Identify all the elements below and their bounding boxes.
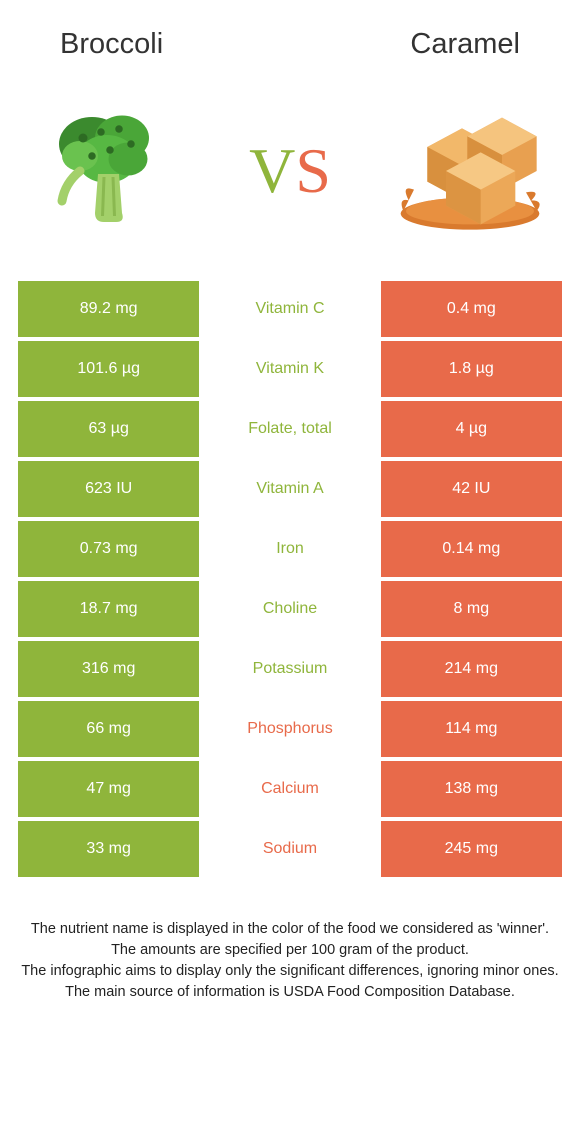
footer-line-1: The nutrient name is displayed in the co… bbox=[18, 919, 562, 940]
right-value-cell: 42 IU bbox=[381, 461, 562, 517]
left-value-cell: 0.73 mg bbox=[18, 521, 199, 577]
vs-s-letter: S bbox=[295, 134, 331, 208]
nutrient-name-cell: Vitamin K bbox=[199, 341, 380, 397]
vs-row: VS bbox=[0, 71, 580, 281]
left-food-title: Broccoli bbox=[60, 28, 163, 61]
nutrient-name-cell: Calcium bbox=[199, 761, 380, 817]
table-row: 623 IUVitamin A42 IU bbox=[18, 461, 562, 521]
right-value-cell: 1.8 µg bbox=[381, 341, 562, 397]
nutrient-name-cell: Sodium bbox=[199, 821, 380, 877]
footer-line-4: The main source of information is USDA F… bbox=[18, 982, 562, 1003]
header-row: Broccoli Caramel bbox=[0, 0, 580, 71]
left-value-cell: 63 µg bbox=[18, 401, 199, 457]
table-row: 101.6 µgVitamin K1.8 µg bbox=[18, 341, 562, 401]
right-value-cell: 4 µg bbox=[381, 401, 562, 457]
table-row: 33 mgSodium245 mg bbox=[18, 821, 562, 881]
caramel-icon bbox=[390, 96, 550, 246]
nutrient-name-cell: Folate, total bbox=[199, 401, 380, 457]
footer-notes: The nutrient name is displayed in the co… bbox=[18, 919, 562, 1003]
nutrient-name-cell: Phosphorus bbox=[199, 701, 380, 757]
right-value-cell: 0.4 mg bbox=[381, 281, 562, 337]
nutrient-name-cell: Vitamin A bbox=[199, 461, 380, 517]
left-value-cell: 623 IU bbox=[18, 461, 199, 517]
broccoli-image bbox=[30, 91, 190, 251]
footer-line-2: The amounts are specified per 100 gram o… bbox=[18, 940, 562, 961]
right-value-cell: 114 mg bbox=[381, 701, 562, 757]
table-row: 18.7 mgCholine8 mg bbox=[18, 581, 562, 641]
left-value-cell: 66 mg bbox=[18, 701, 199, 757]
nutrient-name-cell: Vitamin C bbox=[199, 281, 380, 337]
table-row: 63 µgFolate, total4 µg bbox=[18, 401, 562, 461]
vs-v-letter: V bbox=[249, 134, 295, 208]
nutrient-table: 89.2 mgVitamin C0.4 mg101.6 µgVitamin K1… bbox=[18, 281, 562, 881]
table-row: 66 mgPhosphorus114 mg bbox=[18, 701, 562, 761]
right-value-cell: 8 mg bbox=[381, 581, 562, 637]
broccoli-icon bbox=[35, 96, 185, 246]
vs-label: VS bbox=[249, 134, 331, 208]
left-value-cell: 101.6 µg bbox=[18, 341, 199, 397]
table-row: 0.73 mgIron0.14 mg bbox=[18, 521, 562, 581]
nutrient-name-cell: Choline bbox=[199, 581, 380, 637]
table-row: 89.2 mgVitamin C0.4 mg bbox=[18, 281, 562, 341]
table-row: 316 mgPotassium214 mg bbox=[18, 641, 562, 701]
footer-line-3: The infographic aims to display only the… bbox=[18, 961, 562, 982]
nutrient-name-cell: Iron bbox=[199, 521, 380, 577]
left-value-cell: 47 mg bbox=[18, 761, 199, 817]
table-row: 47 mgCalcium138 mg bbox=[18, 761, 562, 821]
right-value-cell: 138 mg bbox=[381, 761, 562, 817]
left-value-cell: 316 mg bbox=[18, 641, 199, 697]
right-value-cell: 0.14 mg bbox=[381, 521, 562, 577]
right-food-title: Caramel bbox=[410, 28, 520, 61]
left-value-cell: 89.2 mg bbox=[18, 281, 199, 337]
left-value-cell: 33 mg bbox=[18, 821, 199, 877]
nutrient-name-cell: Potassium bbox=[199, 641, 380, 697]
caramel-image bbox=[390, 91, 550, 251]
left-value-cell: 18.7 mg bbox=[18, 581, 199, 637]
right-value-cell: 214 mg bbox=[381, 641, 562, 697]
right-value-cell: 245 mg bbox=[381, 821, 562, 877]
